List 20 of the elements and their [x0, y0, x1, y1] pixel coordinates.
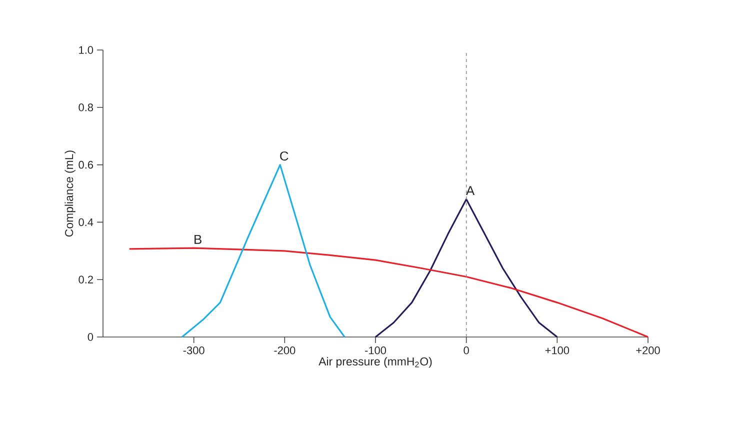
- series-label: A: [466, 186, 475, 196]
- x-tick-label: +200: [636, 346, 660, 354]
- series-label: B: [194, 234, 202, 244]
- y-tick-label: 0.6: [78, 160, 94, 169]
- y-tick-label: 0.8: [78, 104, 94, 112]
- y-tick-label: 1.0: [79, 46, 94, 54]
- x-tick-label: -200: [274, 346, 296, 354]
- x-tick-label: -100: [365, 346, 386, 354]
- y-tick-label: 0: [88, 333, 94, 341]
- line-series: [128, 247, 649, 338]
- x-tick-label: 0: [464, 346, 469, 354]
- series-label: C: [280, 151, 288, 161]
- y-axis-title: Compliance (mL): [64, 150, 76, 237]
- line-series: [374, 198, 558, 338]
- y-tick-label: 0.2: [78, 276, 93, 284]
- x-tick-label: -300: [183, 346, 204, 354]
- x-tick-label: +100: [545, 346, 570, 354]
- x-axis-title: Air pressure (mmH$_{2}$O): [318, 357, 432, 368]
- y-tick-label: 0.4: [78, 218, 94, 226]
- line-series: [181, 164, 346, 338]
